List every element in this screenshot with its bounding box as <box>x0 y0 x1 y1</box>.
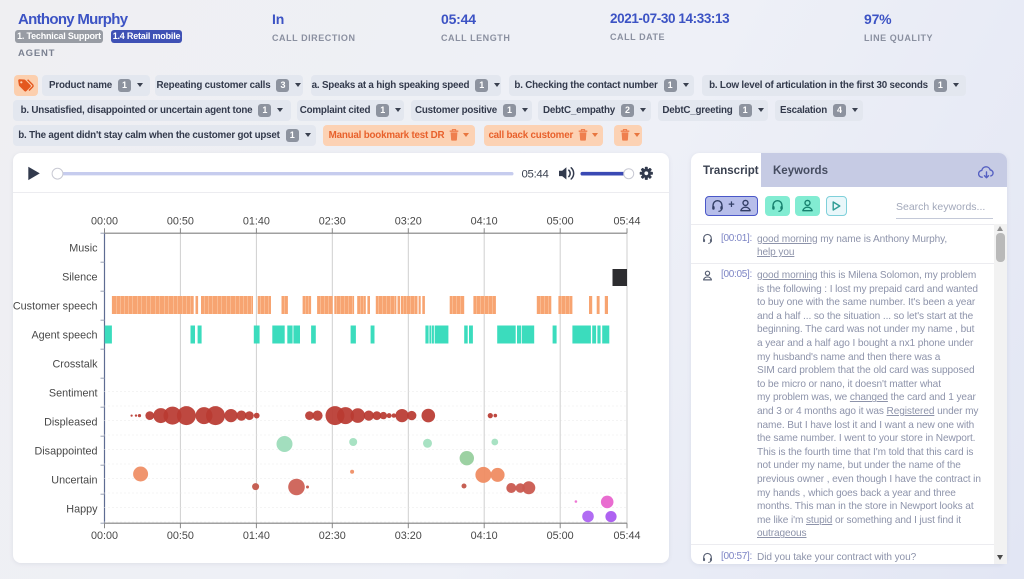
svg-text:Customer speech: Customer speech <box>13 301 98 313</box>
svg-text:04:10: 04:10 <box>471 216 498 228</box>
svg-text:00:00: 00:00 <box>91 530 118 542</box>
svg-text:05:44: 05:44 <box>613 530 640 542</box>
svg-text:Sentiment: Sentiment <box>49 388 98 400</box>
svg-text:03:20: 03:20 <box>395 530 422 542</box>
svg-text:05:44: 05:44 <box>522 169 549 181</box>
svg-text:Silence: Silence <box>62 272 97 284</box>
svg-text:03:20: 03:20 <box>395 216 422 228</box>
svg-text:Displeased: Displeased <box>44 417 97 429</box>
svg-text:05:00: 05:00 <box>547 530 574 542</box>
svg-text:Happy: Happy <box>66 504 98 516</box>
svg-text:05:00: 05:00 <box>547 216 574 228</box>
svg-text:Music: Music <box>69 243 98 255</box>
svg-text:Agent speech: Agent speech <box>31 330 97 342</box>
svg-text:01:40: 01:40 <box>243 216 270 228</box>
svg-text:00:50: 00:50 <box>167 530 194 542</box>
svg-text:02:30: 02:30 <box>319 530 346 542</box>
svg-text:Disappointed: Disappointed <box>34 446 97 458</box>
svg-text:Crosstalk: Crosstalk <box>53 359 99 371</box>
svg-text:04:10: 04:10 <box>471 530 498 542</box>
svg-text:Uncertain: Uncertain <box>51 475 97 487</box>
svg-text:02:30: 02:30 <box>319 216 346 228</box>
svg-text:01:40: 01:40 <box>243 530 270 542</box>
svg-text:05:44: 05:44 <box>613 216 640 228</box>
svg-text:00:50: 00:50 <box>167 216 194 228</box>
svg-text:00:00: 00:00 <box>91 216 118 228</box>
